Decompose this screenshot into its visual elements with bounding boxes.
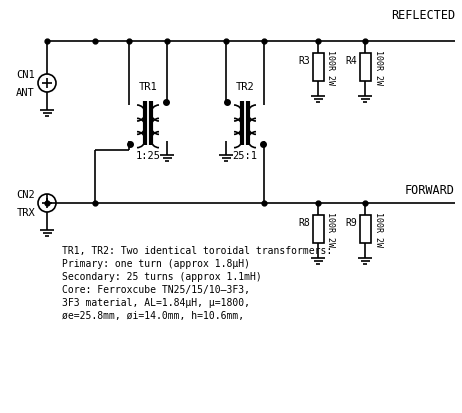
Text: 1:25: 1:25 bbox=[135, 151, 160, 161]
Bar bbox=[312, 54, 323, 82]
Text: 25:1: 25:1 bbox=[232, 151, 257, 161]
Text: Core: Ferroxcube TN25/15/10–3F3,: Core: Ferroxcube TN25/15/10–3F3, bbox=[62, 284, 250, 294]
Text: TRX: TRX bbox=[16, 207, 35, 218]
Text: CN1: CN1 bbox=[16, 70, 35, 80]
Text: 100R 2W: 100R 2W bbox=[373, 50, 383, 85]
Text: 3F3 material, AL=1.84μH, μ=1800,: 3F3 material, AL=1.84μH, μ=1800, bbox=[62, 297, 250, 307]
Text: R9: R9 bbox=[346, 218, 358, 228]
Text: R4: R4 bbox=[346, 56, 358, 66]
Text: TR1, TR2: Two identical toroidal transformers:: TR1, TR2: Two identical toroidal transfo… bbox=[62, 245, 332, 255]
Text: 100R 2W: 100R 2W bbox=[327, 212, 335, 247]
Text: REFLECTED: REFLECTED bbox=[391, 9, 455, 22]
Text: Secondary: 25 turns (approx 1.1mH): Secondary: 25 turns (approx 1.1mH) bbox=[62, 271, 262, 281]
Text: CN2: CN2 bbox=[16, 190, 35, 199]
Text: 100R 2W: 100R 2W bbox=[373, 212, 383, 247]
Bar bbox=[359, 54, 371, 82]
Text: ANT: ANT bbox=[16, 88, 35, 98]
Text: TR2: TR2 bbox=[236, 82, 255, 92]
Bar bbox=[359, 216, 371, 243]
Text: TR1: TR1 bbox=[139, 82, 158, 92]
Text: øe=25.8mm, øi=14.0mm, h=10.6mm,: øe=25.8mm, øi=14.0mm, h=10.6mm, bbox=[62, 310, 244, 320]
Text: Primary: one turn (approx 1.8μH): Primary: one turn (approx 1.8μH) bbox=[62, 259, 250, 268]
Text: R3: R3 bbox=[299, 56, 310, 66]
Bar bbox=[312, 216, 323, 243]
Text: 100R 2W: 100R 2W bbox=[327, 50, 335, 85]
Text: R8: R8 bbox=[299, 218, 310, 228]
Text: FORWARD: FORWARD bbox=[405, 183, 455, 197]
